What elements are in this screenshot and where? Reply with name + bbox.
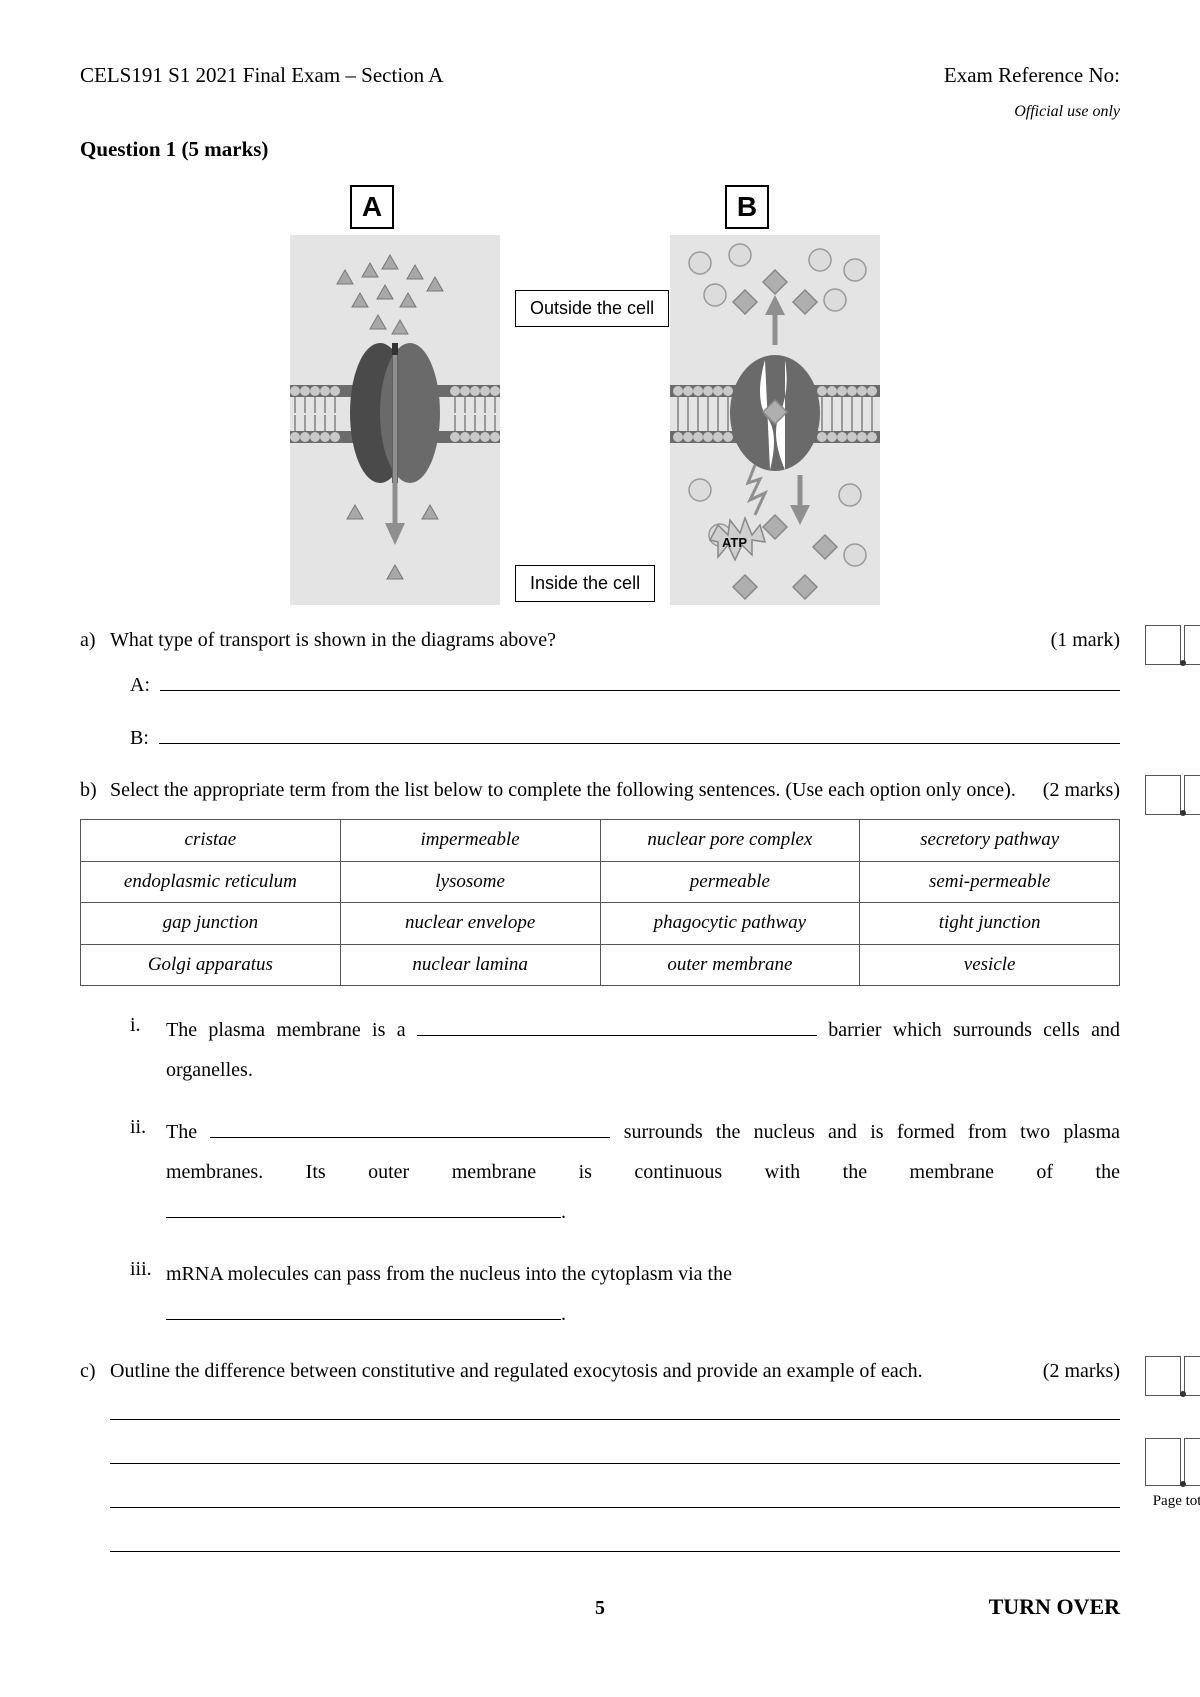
term-cell: nuclear pore complex xyxy=(600,820,860,862)
diagram-a-svg xyxy=(290,235,500,605)
subpart-ii: ii. The surrounds the nucleus and is for… xyxy=(130,1112,1120,1232)
term-cell: tight junction xyxy=(860,903,1120,945)
panel-a-label: A xyxy=(350,185,394,229)
turn-over-text: TURN OVER xyxy=(989,1594,1120,1619)
part-a-text: What type of transport is shown in the d… xyxy=(110,625,991,655)
part-c-text: Outline the difference between constitut… xyxy=(110,1360,923,1382)
question-title: Question 1 (5 marks) xyxy=(80,134,1120,166)
blank-ii-1[interactable] xyxy=(210,1137,610,1138)
part-b: b) Select the appropriate term from the … xyxy=(80,775,1120,805)
table-row: endoplasmic reticulum lysosome permeable… xyxy=(81,861,1120,903)
table-row: cristae impermeable nuclear pore complex… xyxy=(81,820,1120,862)
official-use-text: Official use only xyxy=(80,100,1120,124)
part-b-letter: b) xyxy=(80,775,110,805)
diagram-panel-a xyxy=(290,235,500,605)
blank-ii-2[interactable] xyxy=(166,1217,561,1218)
mark-box-a xyxy=(1145,625,1200,665)
term-cell: semi-permeable xyxy=(860,861,1120,903)
answer-line[interactable] xyxy=(110,1486,1120,1508)
part-c-mark: (2 marks) xyxy=(1043,1356,1120,1386)
part-b-text: Select the appropriate term from the lis… xyxy=(110,779,1016,801)
table-row: Golgi apparatus nuclear lamina outer mem… xyxy=(81,944,1120,986)
term-cell: Golgi apparatus xyxy=(81,944,341,986)
subpart-iii: iii. mRNA molecules can pass from the nu… xyxy=(130,1254,1120,1334)
part-c-letter: c) xyxy=(80,1356,110,1386)
outside-cell-label: Outside the cell xyxy=(515,290,669,327)
answer-a-line[interactable] xyxy=(160,669,1120,691)
diagram-b-svg xyxy=(670,235,880,605)
part-a-answers: A: B: xyxy=(130,669,1120,753)
blank-iii[interactable] xyxy=(166,1319,561,1320)
blank-i[interactable] xyxy=(417,1035,817,1036)
page-total-box: Page total xyxy=(1145,1438,1200,1513)
subpart-i: i. The plasma membrane is a barrier whic… xyxy=(130,1010,1120,1090)
answer-line[interactable] xyxy=(110,1442,1120,1464)
term-cell: impermeable xyxy=(340,820,600,862)
diagram-panel-b: ATP xyxy=(670,235,880,605)
part-a-mark: (1 mark) xyxy=(1051,625,1120,655)
term-cell: outer membrane xyxy=(600,944,860,986)
term-cell: phagocytic pathway xyxy=(600,903,860,945)
term-cell: cristae xyxy=(81,820,341,862)
answer-a-label: A: xyxy=(130,670,150,700)
term-cell: secretory pathway xyxy=(860,820,1120,862)
part-b-mark: (2 marks) xyxy=(1043,775,1120,805)
inside-cell-label: Inside the cell xyxy=(515,565,655,602)
answer-line[interactable] xyxy=(110,1398,1120,1420)
term-cell: gap junction xyxy=(81,903,341,945)
term-cell: nuclear envelope xyxy=(340,903,600,945)
table-row: gap junction nuclear envelope phagocytic… xyxy=(81,903,1120,945)
mark-box-b xyxy=(1145,775,1200,815)
header-left: CELS191 S1 2021 Final Exam – Section A xyxy=(80,60,443,92)
answer-line[interactable] xyxy=(110,1530,1120,1552)
answer-b-line[interactable] xyxy=(159,722,1120,744)
terms-table: cristae impermeable nuclear pore complex… xyxy=(80,819,1120,986)
part-c: c) Outline the difference between consti… xyxy=(80,1356,1120,1386)
page-total-label: Page total xyxy=(1145,1490,1200,1513)
part-a-letter: a) xyxy=(80,625,110,655)
answer-b-label: B: xyxy=(130,723,149,753)
atp-label: ATP xyxy=(722,533,747,553)
diagram-container: A B xyxy=(80,185,1120,605)
panel-b-label: B xyxy=(725,185,769,229)
part-b-subparts: i. The plasma membrane is a barrier whic… xyxy=(130,1010,1120,1334)
header-right: Exam Reference No: xyxy=(944,60,1120,92)
term-cell: nuclear lamina xyxy=(340,944,600,986)
term-cell: permeable xyxy=(600,861,860,903)
term-cell: vesicle xyxy=(860,944,1120,986)
part-a: a) What type of transport is shown in th… xyxy=(80,625,1120,655)
mark-box-c xyxy=(1145,1356,1200,1396)
term-cell: endoplasmic reticulum xyxy=(81,861,341,903)
exam-header: CELS191 S1 2021 Final Exam – Section A E… xyxy=(80,60,1120,92)
page-number: 5 xyxy=(427,1593,774,1623)
term-cell: lysosome xyxy=(340,861,600,903)
part-c-answer-lines: Page total xyxy=(110,1398,1120,1552)
page-footer: 5 TURN OVER xyxy=(80,1582,1120,1623)
